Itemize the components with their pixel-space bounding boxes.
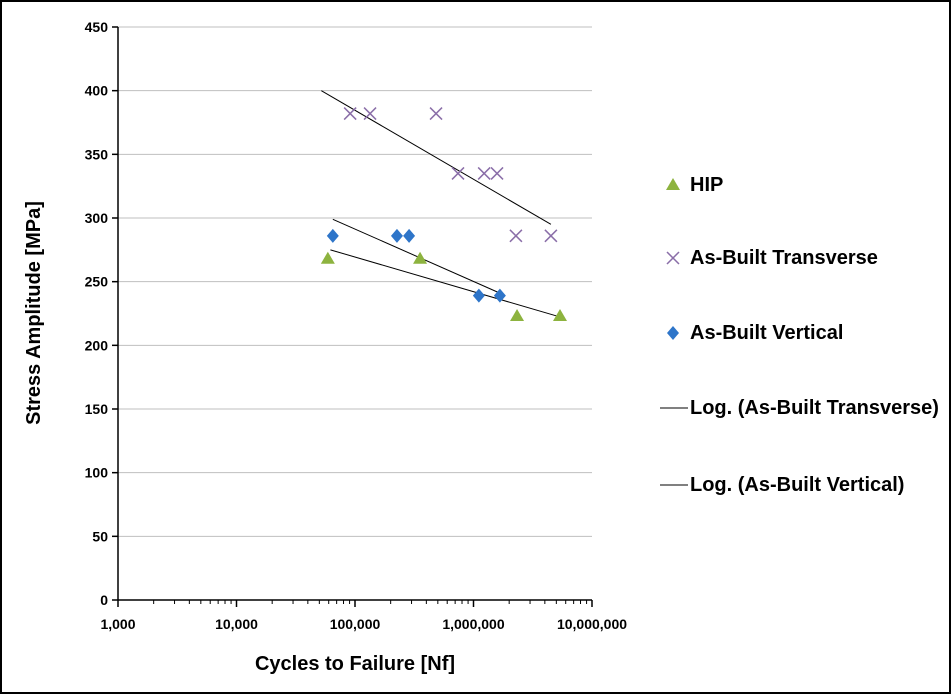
y-tick-label: 450 [85, 19, 109, 35]
marker-triangle [666, 178, 680, 190]
x-tick-label: 100,000 [330, 616, 381, 632]
marker-x [429, 107, 443, 121]
y-tick-label: 150 [85, 401, 109, 417]
marker-triangle [553, 309, 568, 322]
y-tick-label: 200 [85, 337, 109, 353]
legend-label: As-Built Transverse [690, 247, 878, 269]
y-tick-label: 350 [85, 146, 109, 162]
y-tick-label: 100 [85, 465, 109, 481]
x-tick-label: 1,000,000 [442, 616, 504, 632]
trendline [332, 218, 501, 294]
marker-diamond [472, 288, 485, 303]
y-tick-label: 0 [100, 592, 108, 608]
y-axis-label: Stress Amplitude [MPa] [23, 201, 45, 425]
legend-label: HIP [690, 174, 724, 196]
y-tick-label: 250 [85, 274, 109, 290]
trendline [321, 90, 552, 225]
x-tick-label: 10,000,000 [557, 616, 627, 632]
x-tick-label: 10,000 [215, 616, 258, 632]
marker-triangle [413, 251, 428, 264]
x-tick-label: 1,000 [100, 616, 135, 632]
marker-x [343, 107, 357, 121]
marker-x [666, 251, 680, 265]
trendline [330, 249, 562, 318]
marker-x [544, 229, 558, 243]
y-tick-label: 400 [85, 83, 109, 99]
marker-diamond [493, 288, 506, 303]
y-tick-label: 50 [92, 528, 108, 544]
marker-x [451, 166, 465, 180]
marker-x [509, 229, 523, 243]
marker-x [363, 107, 377, 121]
legend-label: Log. (As-Built Vertical) [690, 474, 905, 496]
legend-label: Log. (As-Built Transverse) [690, 397, 939, 419]
marker-triangle [510, 309, 525, 322]
x-axis-label: Cycles to Failure [Nf] [255, 653, 455, 675]
marker-diamond [403, 228, 416, 243]
marker-x [490, 166, 504, 180]
marker-triangle [320, 251, 335, 264]
marker-x [477, 166, 491, 180]
y-tick-label: 300 [85, 210, 109, 226]
legend-label: As-Built Vertical [690, 322, 844, 344]
marker-diamond [326, 228, 339, 243]
marker-diamond [667, 326, 679, 340]
marker-diamond [390, 228, 403, 243]
